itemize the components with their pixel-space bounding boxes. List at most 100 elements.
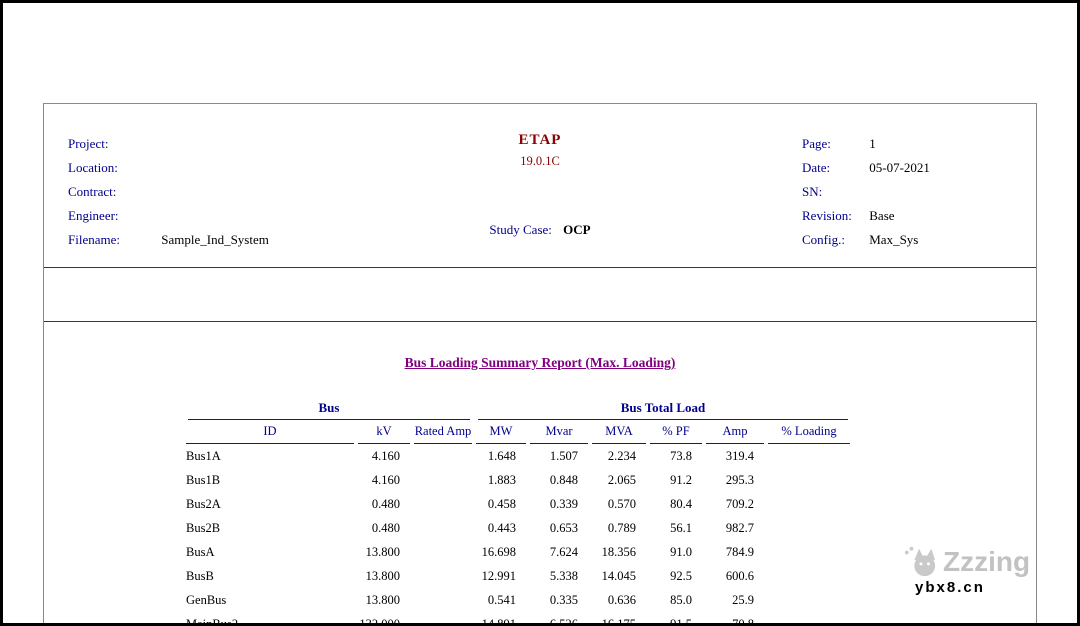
header-field: Engineer: [68,204,269,228]
watermark-site: ybx8.cn [915,579,985,596]
cell-value: 56.1 [670,520,692,535]
table-row: Bus1A 4.160 1.648 1.507 2.234 73.8 319.4 [184,444,852,468]
group-header-bus: Bus [184,400,474,420]
report-page: Project: Location: Contract: Engineer: F… [43,103,1037,626]
cell-value: 6.526 [549,616,578,626]
header-field: Filename: Sample_Ind_System [68,228,269,252]
cell-value: 0.443 [487,520,516,535]
cell-value [766,540,852,564]
field-value: Max_Sys [869,232,919,247]
cell-value: 13.800 [365,544,400,559]
cell-value: 0.541 [487,592,516,607]
cell-value [412,516,474,540]
column-header-kv: kV [356,420,412,444]
bus-loading-table: Bus Bus Total Load ID kV Rated Amp MW Mv… [184,400,852,626]
cell-value: 0.653 [549,520,578,535]
cell-bus-id: Bus2A [186,496,221,511]
cell-value: 16.175 [601,616,636,626]
cell-value [412,444,474,468]
cell-value: 80.4 [670,496,692,511]
cell-value: 0.458 [487,496,516,511]
table-row: GenBus 13.800 0.541 0.335 0.636 85.0 25.9 [184,588,852,612]
table-row: MainBus2 132.000 14.891 6.526 16.175 91.5 70.8 [184,612,852,626]
group-header-bus-total-load: Bus Total Load [474,400,852,420]
cell-value: 13.800 [365,592,400,607]
field-label: Engineer: [68,208,119,223]
cell-value: 1.883 [487,472,516,487]
cell-value: 709.2 [725,496,754,511]
header-field: Revision: Base [802,204,930,228]
column-header-id: ID [184,420,356,444]
field-label: Config.: [802,232,845,247]
cell-value: 132.000 [359,616,400,626]
cell-value: 0.339 [549,496,578,511]
column-header-mw: MW [474,420,528,444]
cell-value: 319.4 [725,448,754,463]
cell-value: 784.9 [725,544,754,559]
header-field: Config.: Max_Sys [802,228,930,252]
cell-value: 12.991 [481,568,516,583]
cell-value: 1.507 [549,448,578,463]
divider-line [44,267,1036,268]
cell-value: 14.891 [481,616,516,626]
cell-value: 0.636 [607,592,636,607]
cell-value: 2.234 [607,448,636,463]
cell-value: 4.160 [371,448,400,463]
report-title: Bus Loading Summary Report (Max. Loading… [404,355,676,370]
table-row: BusB 13.800 12.991 5.338 14.045 92.5 600.6 [184,564,852,588]
header-field: Location: [68,156,269,180]
bus-table-body: Bus1A 4.160 1.648 1.507 2.234 73.8 319.4 Bus1B 4… [184,444,852,626]
divider-line [44,321,1036,322]
cell-value [412,492,474,516]
cell-value: 85.0 [670,592,692,607]
cell-value: 0.848 [549,472,578,487]
cell-value [412,468,474,492]
cell-bus-id: Bus2B [186,520,221,535]
cell-value [412,564,474,588]
column-header-loading: % Loading [766,420,852,444]
cell-value: 0.570 [607,496,636,511]
cell-value: 5.338 [549,568,578,583]
cell-value: 18.356 [601,544,636,559]
cell-value: 0.789 [607,520,636,535]
app-version: 19.0.1C [520,154,560,168]
cell-value: 982.7 [725,520,754,535]
cell-value: 4.160 [371,472,400,487]
table-column-header-row: ID kV Rated Amp MW Mvar MVA % PF Amp % L… [184,420,852,444]
field-label: Location: [68,160,118,175]
study-case-value: OCP [563,222,591,237]
cell-value: 1.648 [487,448,516,463]
header-field: Project: [68,132,269,156]
field-label: Contract: [68,184,117,199]
cell-value: 91.0 [670,544,692,559]
cell-value: 92.5 [670,568,692,583]
cell-value: 0.480 [371,520,400,535]
header-field: Contract: [68,180,269,204]
cell-value: 7.624 [549,544,578,559]
cell-value: 25.9 [732,592,754,607]
column-header-mvar: Mvar [528,420,590,444]
cell-value: 91.5 [670,616,692,626]
cell-value: 0.480 [371,496,400,511]
table-row: Bus2A 0.480 0.458 0.339 0.570 80.4 709.2 [184,492,852,516]
cell-bus-id: Bus1B [186,472,221,487]
cell-value: 600.6 [725,568,754,583]
cell-value [766,468,852,492]
cell-bus-id: BusB [186,568,214,583]
cell-value [766,564,852,588]
cell-value: 70.8 [732,616,754,626]
column-header-rated-amp: Rated Amp [412,420,474,444]
study-case: Study Case: OCP [44,222,1036,238]
header-left-fields: Project: Location: Contract: Engineer: F… [68,132,269,252]
cell-value: 91.2 [670,472,692,487]
cell-value [766,612,852,623]
cell-value: 295.3 [725,472,754,487]
cell-value [766,516,852,540]
field-value: Sample_Ind_System [161,232,269,247]
cell-value: 14.045 [601,568,636,583]
column-header-pf: % PF [648,420,704,444]
field-value: Base [869,208,895,223]
cat-logo-icon [904,546,936,577]
watermark-brand: Zzzing [943,546,1031,577]
